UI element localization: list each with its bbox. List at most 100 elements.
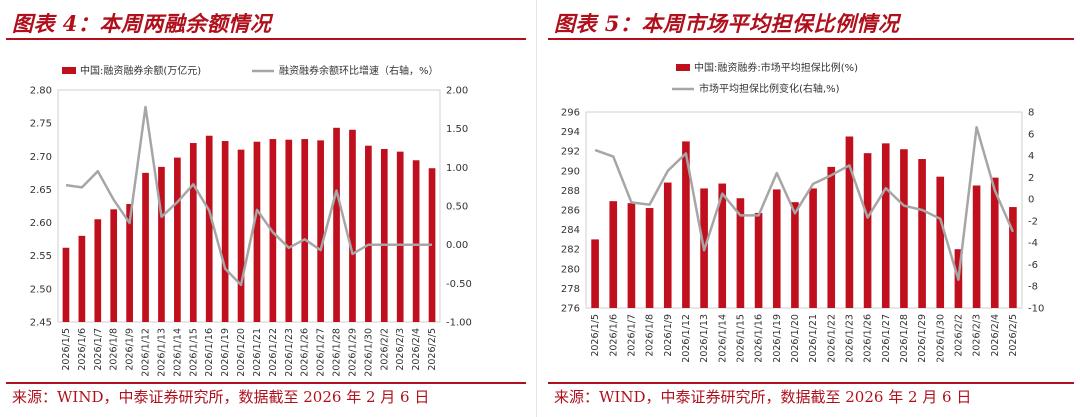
right-title-rule (548, 38, 1074, 40)
right-xtick-label: 2026/1/29 (917, 314, 928, 363)
left-xtick-label: 2026/1/22 (268, 328, 279, 377)
right-bar (845, 136, 854, 308)
right-xtick-label: 2026/2/5 (1008, 314, 1019, 357)
right-xtick-label: 2026/1/12 (681, 314, 692, 363)
left-source-rule (6, 382, 526, 384)
left-bar (301, 139, 309, 322)
right-yright-tick: -8 (1028, 282, 1038, 293)
left-xtick-label: 2026/1/23 (284, 328, 295, 377)
left-xtick-label: 2026/1/28 (332, 328, 343, 377)
panel-separator (536, 0, 537, 417)
left-xtick-label: 2026/1/19 (220, 328, 231, 377)
right-xtick-label: 2026/2/4 (990, 314, 1001, 357)
right-bar (791, 202, 799, 308)
left-chart-title: 图表 4：本周两融余额情况 (12, 11, 272, 36)
right-yleft-tick: 294 (561, 127, 580, 138)
right-bar (736, 198, 745, 308)
left-yright-tick: -0.50 (446, 279, 472, 290)
right-xtick-label: 2026/1/23 (844, 314, 855, 363)
right-yleft-tick: 292 (561, 147, 580, 158)
left-chart-panel: 图表 4：本周两融余额情况 中国:融资融券余额(万亿元) 融资融券余额环比增速（右… (0, 0, 532, 417)
right-yleft-tick: 296 (561, 108, 580, 119)
right-bar (682, 141, 690, 308)
right-xtick-label: 2026/2/3 (972, 314, 983, 357)
left-xtick-label: 2026/1/6 (77, 328, 88, 371)
left-bar (189, 143, 197, 322)
right-bar (591, 239, 599, 308)
left-xtick-label: 2026/2/4 (411, 328, 422, 371)
right-xtick-label: 2026/1/21 (808, 314, 819, 363)
left-source-note: 来源：WIND，中泰证券研究所，数据截至 2026 年 2 月 6 日 (12, 388, 430, 406)
right-yright-tick: -10 (1028, 304, 1044, 315)
left-plot-frame (57, 89, 441, 323)
left-yleft-tick: 2.55 (30, 251, 52, 262)
left-bar (396, 151, 404, 322)
left-title-rule (6, 38, 526, 40)
left-bar (428, 168, 436, 322)
right-bar (972, 185, 981, 308)
left-xtick-label: 2026/1/29 (347, 328, 358, 377)
left-yleft-tick: 2.75 (30, 119, 52, 130)
left-legend-bar-swatch (62, 67, 76, 74)
right-yleft-tick: 290 (561, 166, 580, 177)
right-xtick-label: 2026/1/27 (881, 314, 892, 363)
left-xtick-label: 2026/1/16 (204, 328, 215, 377)
right-bar (863, 153, 872, 308)
right-bar (809, 188, 817, 308)
right-xtick-label: 2026/1/5 (590, 314, 601, 357)
right-yright-tick: -2 (1028, 216, 1038, 227)
left-xtick-label: 2026/2/2 (379, 328, 390, 371)
left-line-series (65, 105, 432, 287)
left-yright-tick: 0.50 (446, 202, 468, 213)
right-yright-tick: 2 (1028, 173, 1034, 184)
right-legend-line-label: 市场平均担保比例变化(右轴,%) (699, 82, 840, 95)
right-bar (645, 208, 654, 308)
right-yright-tick: 0 (1028, 195, 1034, 206)
left-xtick-label: 2026/1/12 (141, 328, 152, 377)
left-legend-line-label: 融资融券余额环比增速（右轴，%） (279, 64, 439, 77)
right-yleft-tick: 286 (561, 206, 580, 217)
margin-balance-chart: 中国:融资融券余额(万亿元) 融资融券余额环比增速（右轴，%） 2.45 2.50 2.… (30, 64, 472, 377)
right-yleft-tick: 288 (561, 186, 580, 197)
left-xtick-label: 2026/1/21 (252, 328, 263, 377)
right-xtick-label: 2026/1/26 (863, 314, 874, 363)
left-yright-tick: -1.00 (446, 318, 472, 329)
left-yleft-tick: 2.70 (30, 152, 52, 163)
right-xtick-label: 2026/1/8 (645, 314, 656, 357)
right-xtick-label: 2026/1/22 (826, 314, 837, 363)
left-xtick-label: 2026/1/15 (188, 328, 199, 377)
left-bar (158, 166, 165, 322)
right-xtick-label: 2026/1/15 (735, 314, 746, 363)
left-bar (349, 129, 356, 322)
right-yright-tick: 8 (1028, 108, 1034, 119)
right-bar (900, 149, 908, 308)
right-yleft-tick: 284 (561, 225, 580, 236)
left-xtick-label: 2026/1/26 (300, 328, 311, 377)
left-xtick-label: 2026/1/9 (125, 328, 136, 371)
right-xtick-label: 2026/1/14 (717, 314, 728, 363)
right-bar (918, 159, 926, 308)
right-source-note: 来源：WIND，中泰证券研究所，数据截至 2026 年 2 月 6 日 (554, 388, 972, 406)
left-yleft-tick: 2.60 (30, 218, 52, 229)
right-bar (881, 143, 890, 308)
right-bar (1009, 207, 1017, 308)
right-legend-bar-label: 中国:融资融券:市场平均担保比例(%) (694, 61, 858, 74)
left-yright-tick: 1.00 (446, 163, 468, 174)
right-yright-tick: 4 (1028, 151, 1034, 162)
left-xtick-label: 2026/2/5 (427, 328, 438, 371)
right-xtick-label: 2026/1/7 (626, 314, 637, 357)
right-bar (772, 189, 781, 308)
right-bar (827, 166, 836, 308)
right-bar (718, 183, 727, 308)
left-xtick-label: 2026/1/7 (93, 328, 104, 371)
left-yleft-tick: 2.45 (30, 318, 52, 329)
right-yleft-tick: 280 (561, 264, 580, 275)
right-bar (936, 176, 945, 308)
left-xtick-label: 2026/1/27 (316, 328, 327, 377)
left-xtick-label: 2026/2/3 (395, 328, 406, 371)
right-bar (754, 212, 763, 308)
right-yleft-tick: 282 (561, 245, 580, 256)
right-source-rule (548, 382, 1074, 384)
left-bar (380, 148, 388, 322)
right-line-series (594, 125, 1015, 281)
